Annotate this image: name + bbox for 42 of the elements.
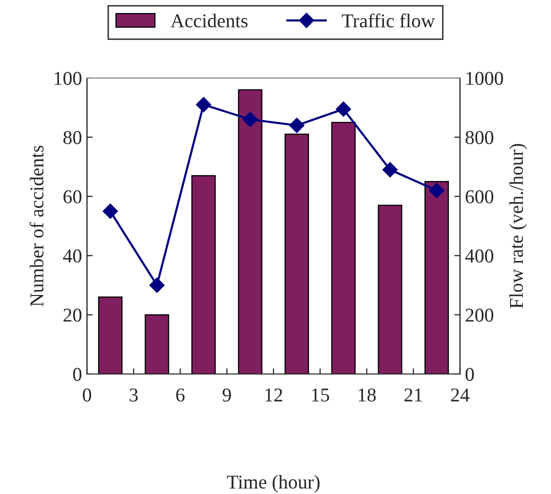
legend-label: Traffic flow [342, 14, 435, 28]
x-tick-label: 21 [404, 388, 422, 402]
bar [238, 89, 262, 374]
y2-tick-label: 0 [466, 368, 474, 381]
y2-tick-label: 400 [465, 249, 494, 263]
x-tick-label: 18 [358, 388, 376, 402]
point [336, 102, 352, 117]
y2-tick-label: 1000 [466, 72, 504, 85]
point [196, 97, 212, 112]
y2-tick-label: 200 [466, 308, 494, 322]
point [289, 118, 304, 133]
y-tick-label: 80 [63, 131, 82, 144]
point [429, 182, 444, 198]
legend-label: Accidents [170, 14, 248, 28]
bar [331, 122, 356, 374]
y-tick-label: 100 [54, 72, 82, 85]
point [242, 112, 258, 128]
x-tick-label: 6 [176, 388, 185, 402]
point [149, 278, 165, 293]
x-tick-label: 0 [82, 388, 92, 402]
x-tick-label: 9 [222, 388, 231, 402]
bar [378, 204, 402, 374]
bar [284, 134, 310, 374]
point [102, 204, 118, 219]
x-tick-label: 15 [312, 388, 330, 402]
y-tick-label: 40 [63, 249, 82, 263]
x-axis-title: Time (hour) [226, 474, 320, 493]
y2-tick-label: 600 [466, 190, 494, 204]
y-tick-label: 20 [64, 308, 82, 322]
bar [98, 296, 123, 374]
y-axis-title: Number of accidents [30, 146, 44, 306]
y2-axis-title: Flow rate (veh./hour) [509, 144, 527, 308]
x-tick-label: 3 [130, 388, 138, 402]
point [382, 162, 398, 178]
y2-tick-label: 800 [466, 131, 494, 144]
bar [144, 314, 170, 374]
bar [191, 175, 216, 374]
x-tick-label: 24 [451, 388, 470, 402]
y-tick-label: 0 [73, 368, 82, 381]
y-tick-label: 60 [64, 190, 82, 204]
x-tick-label: 12 [265, 388, 282, 402]
bar [424, 181, 449, 374]
